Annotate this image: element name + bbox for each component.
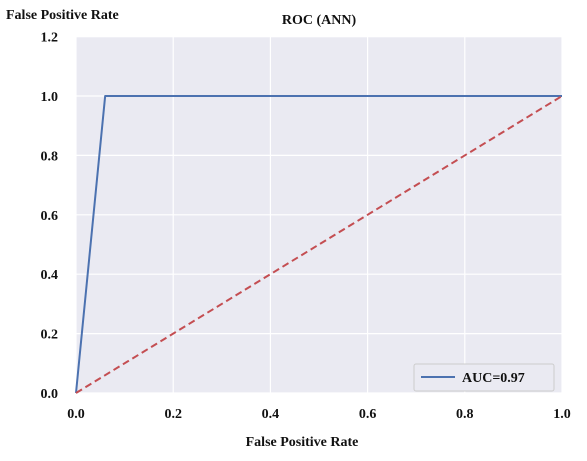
x-tick-label: 0.4 bbox=[262, 407, 280, 422]
y-tick-labels: 0.0 0.2 0.4 0.6 0.8 1.0 1.2 bbox=[41, 31, 59, 402]
legend: AUC=0.97 bbox=[413, 363, 555, 392]
x-tick-label: 0.2 bbox=[164, 407, 182, 422]
y-tick-label: 1.0 bbox=[41, 90, 59, 105]
y-axis-label: False Positive Rate bbox=[6, 8, 119, 23]
x-tick-label: 0.0 bbox=[67, 407, 85, 422]
x-axis-label: False Positive Rate bbox=[246, 435, 359, 450]
chance-line bbox=[75, 95, 563, 394]
series-lines bbox=[75, 95, 563, 394]
roc-curve-line bbox=[75, 95, 562, 394]
x-tick-label: 0.8 bbox=[456, 407, 474, 422]
legend-box bbox=[413, 363, 555, 392]
x-tick-labels: 0.0 0.2 0.4 0.6 0.8 1.0 bbox=[67, 407, 571, 422]
x-tick-label: 1.0 bbox=[553, 407, 571, 422]
y-tick-label: 0.2 bbox=[41, 328, 59, 343]
chart-title: ROC (ANN) bbox=[282, 13, 357, 28]
y-tick-label: 0.8 bbox=[41, 149, 59, 164]
y-tick-label: 0.6 bbox=[41, 209, 59, 224]
x-tick-label: 0.6 bbox=[359, 407, 377, 422]
y-tick-label: 0.4 bbox=[41, 268, 59, 283]
y-tick-label: 0.0 bbox=[41, 387, 59, 402]
legend-label: AUC=0.97 bbox=[462, 371, 525, 386]
y-tick-label: 1.2 bbox=[41, 31, 59, 46]
